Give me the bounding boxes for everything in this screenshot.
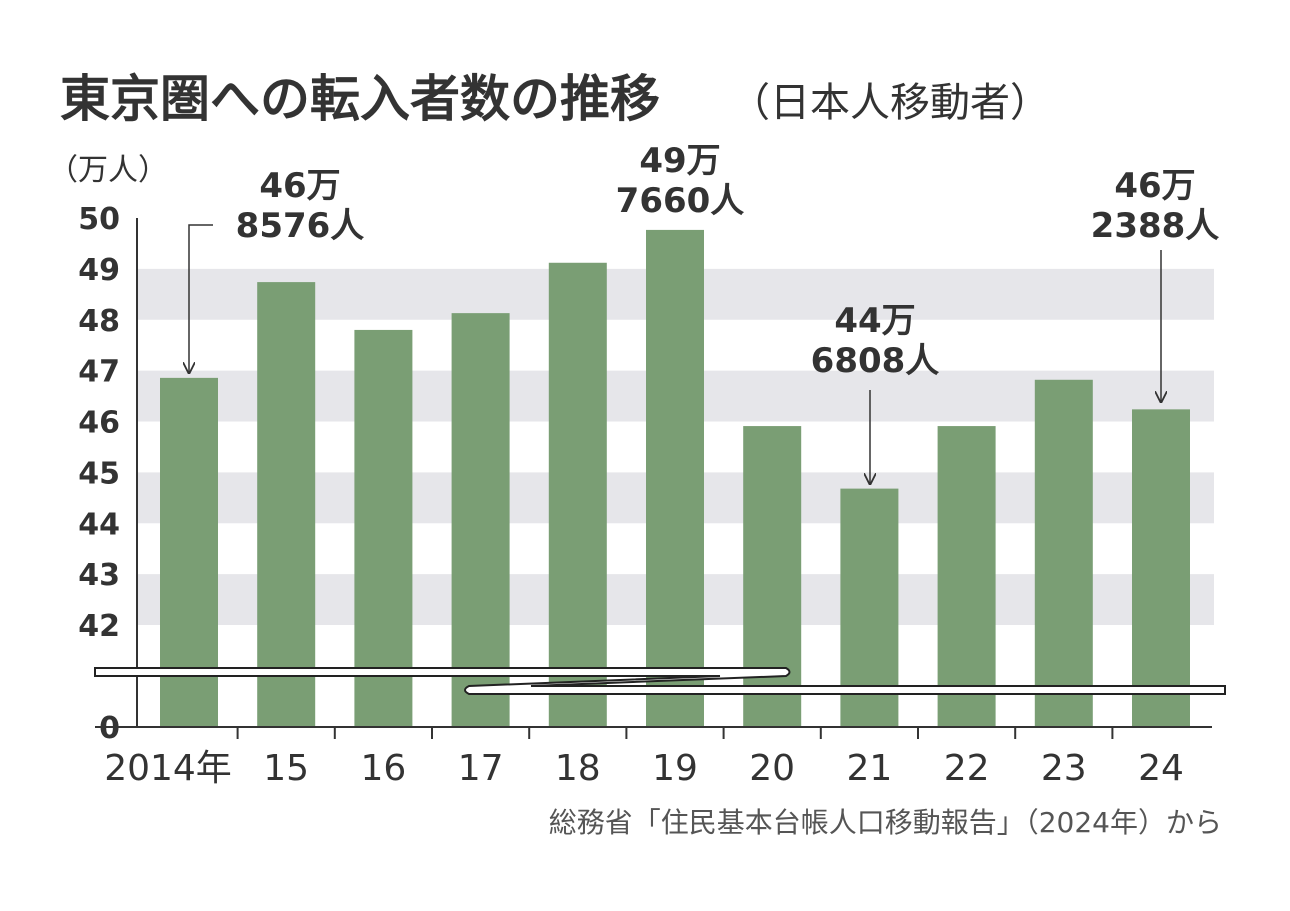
x-tick-label: 16 — [360, 748, 406, 789]
annotation-label: 49万 — [639, 141, 720, 181]
x-tick-labels: 2014年 15 16 17 18 19 20 21 22 23 24 — [104, 748, 1184, 789]
x-tick-label: 2014年 — [104, 748, 232, 789]
x-tick-marks — [236, 727, 1114, 739]
annotation-label: 46万 — [259, 166, 340, 206]
y-tick-label: 45 — [78, 456, 120, 491]
x-tick-label: 15 — [263, 748, 309, 789]
x-tick-label: 24 — [1138, 748, 1184, 789]
annotation-label: 6808人 — [811, 341, 940, 381]
y-tick-label: 49 — [78, 253, 120, 288]
y-tick-label: 44 — [78, 507, 120, 542]
x-tick-label: 21 — [846, 748, 892, 789]
bar-24 — [1132, 409, 1190, 727]
bar-20 — [743, 426, 802, 727]
annotation-label: 2388人 — [1091, 206, 1220, 246]
x-tick-label: 18 — [555, 748, 601, 789]
annotation-label: 44万 — [834, 301, 915, 341]
bar-15 — [257, 282, 316, 727]
bar-23 — [1034, 379, 1093, 727]
source-note: 総務省「住民基本台帳人口移動報告」（2024年）から — [549, 806, 1222, 839]
bar-19 — [646, 229, 704, 727]
y-tick-label: 43 — [78, 558, 120, 593]
bar-16 — [354, 329, 413, 727]
chart-subtitle: （日本人移動者） — [730, 80, 1050, 126]
annotation-label: 8576人 — [236, 206, 365, 246]
y-tick-label: 48 — [78, 304, 120, 339]
x-tick-label: 22 — [944, 748, 990, 789]
y-tick-label: 0 — [99, 711, 120, 746]
axis-break-mark — [94, 667, 1226, 695]
y-tick-label: 50 — [78, 202, 120, 237]
y-tick-label: 46 — [78, 406, 120, 441]
annotation-label: 7660人 — [616, 181, 745, 221]
annotation-label: 46万 — [1114, 166, 1195, 206]
y-tick-label: 42 — [78, 609, 120, 644]
x-tick-label: 23 — [1041, 748, 1087, 789]
bar-17 — [451, 313, 510, 727]
x-tick-label: 17 — [458, 748, 504, 789]
y-tick-labels: 0 42 43 44 45 46 47 48 49 50 — [78, 202, 120, 746]
y-axis-unit: （万人） — [48, 153, 168, 188]
annotation-arrow — [189, 224, 213, 373]
y-tick-label: 47 — [78, 355, 120, 390]
chart-title: 東京圏への転入者数の推移 — [60, 70, 660, 128]
bar-18 — [548, 262, 607, 727]
x-tick-label: 20 — [749, 748, 795, 789]
bar-22 — [937, 426, 996, 727]
x-tick-label: 19 — [652, 748, 698, 789]
